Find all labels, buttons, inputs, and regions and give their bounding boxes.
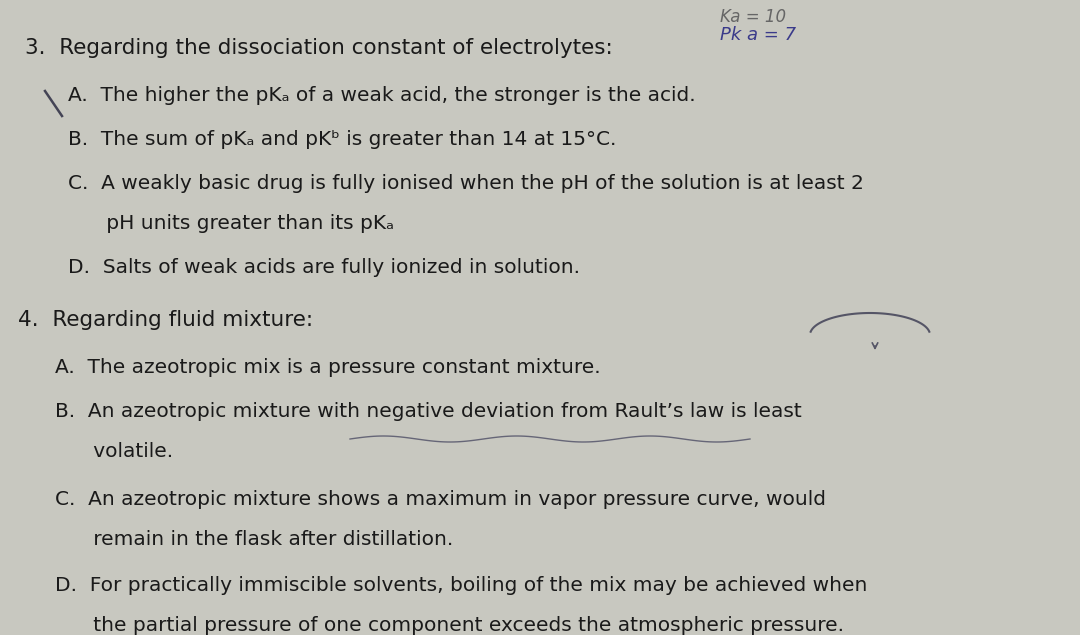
Text: 3.  Regarding the dissociation constant of electrolytes:: 3. Regarding the dissociation constant o… <box>25 38 612 58</box>
Text: B.  An azeotropic mixture with negative deviation from Rault’s law is least: B. An azeotropic mixture with negative d… <box>55 402 801 421</box>
Text: B.  The sum of pKₐ and pKᵇ is greater than 14 at 15°C.: B. The sum of pKₐ and pKᵇ is greater tha… <box>68 130 617 149</box>
Text: A.  The azeotropic mix is a pressure constant mixture.: A. The azeotropic mix is a pressure cons… <box>55 358 600 377</box>
Text: volatile.: volatile. <box>55 442 173 461</box>
Text: C.  A weakly basic drug is fully ionised when the pH of the solution is at least: C. A weakly basic drug is fully ionised … <box>68 174 864 193</box>
Text: remain in the flask after distillation.: remain in the flask after distillation. <box>55 530 454 549</box>
Text: Ka = 10: Ka = 10 <box>720 8 786 26</box>
Text: C.  An azeotropic mixture shows a maximum in vapor pressure curve, would: C. An azeotropic mixture shows a maximum… <box>55 490 826 509</box>
Text: D.  For practically immiscible solvents, boiling of the mix may be achieved when: D. For practically immiscible solvents, … <box>55 576 867 595</box>
Text: A.  The higher the pKₐ of a weak acid, the stronger is the acid.: A. The higher the pKₐ of a weak acid, th… <box>68 86 696 105</box>
Text: 4.  Regarding fluid mixture:: 4. Regarding fluid mixture: <box>18 310 313 330</box>
Text: pH units greater than its pKₐ: pH units greater than its pKₐ <box>68 214 394 233</box>
Text: D.  Salts of weak acids are fully ionized in solution.: D. Salts of weak acids are fully ionized… <box>68 258 580 277</box>
Text: the partial pressure of one component exceeds the atmospheric pressure.: the partial pressure of one component ex… <box>55 616 843 635</box>
Text: Pk a = 7: Pk a = 7 <box>720 26 796 44</box>
